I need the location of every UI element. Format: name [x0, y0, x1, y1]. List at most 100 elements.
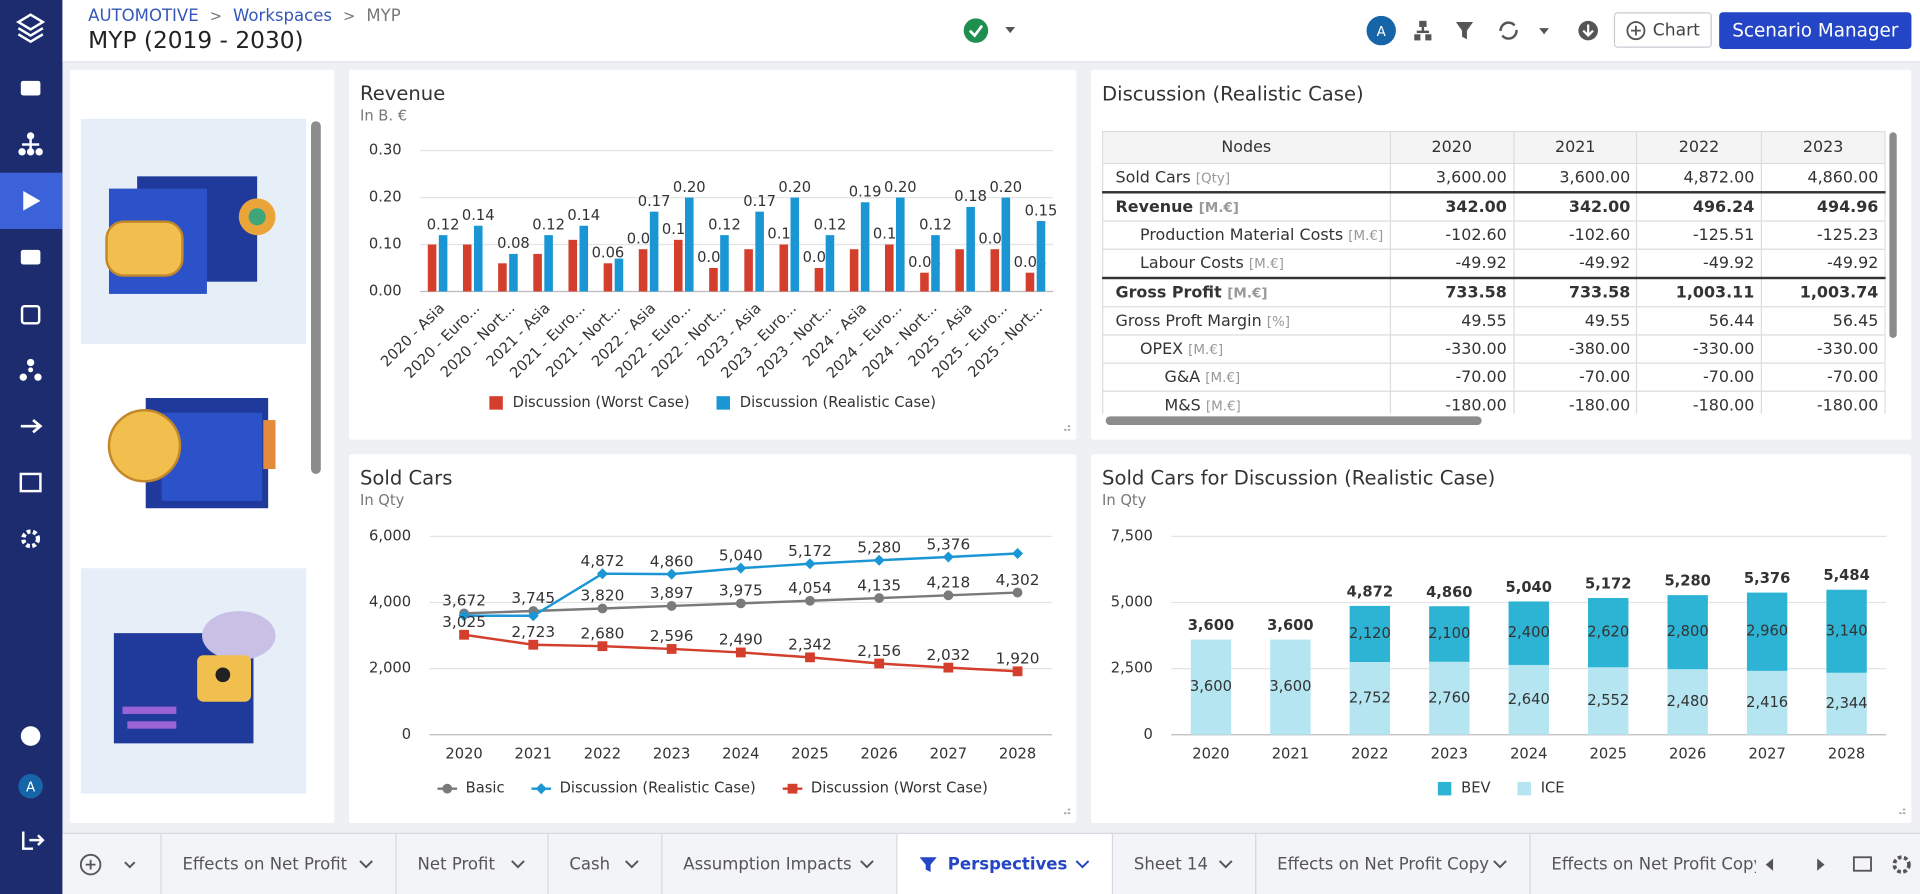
legend-swatch — [489, 396, 503, 410]
data-label: 2,760 — [1428, 689, 1470, 706]
data-label: 0.06 — [592, 245, 625, 262]
value-cell: 3,600.00 — [1512, 162, 1638, 193]
bar-segment — [1667, 669, 1708, 735]
y-tick-label: 0.30 — [369, 142, 402, 159]
settings-icon[interactable] — [1892, 855, 1911, 874]
tab[interactable]: Cash — [549, 833, 663, 894]
legend-marker — [787, 783, 798, 794]
data-label: 2,120 — [1349, 625, 1391, 642]
nav-icon[interactable] — [19, 472, 42, 493]
value-cell: -70.00 — [1760, 362, 1886, 392]
tab-label: Sheet 14 — [1133, 854, 1208, 875]
tab-caret[interactable] — [624, 857, 639, 872]
illustration-shape — [248, 208, 266, 226]
node-cell: Labour Costs [M.€] — [1102, 248, 1391, 279]
x-tick-label: 2028 — [999, 745, 1036, 762]
tab-caret[interactable] — [1493, 857, 1508, 872]
caret[interactable] — [1539, 28, 1549, 35]
tab-bar: Effects on Net Profit Net Profit Cash Assum… — [62, 832, 1920, 894]
revenue-panel: Revenue In B. €0.00 0.10 0.20 0.30 2020 - Asi… — [348, 69, 1077, 440]
scrollbar[interactable] — [311, 121, 321, 474]
add-tab[interactable] — [77, 851, 150, 878]
scroll-left[interactable] — [1765, 858, 1774, 871]
tab[interactable]: Effects on Net Profit Copy — [1531, 834, 1755, 894]
view-icon[interactable] — [1852, 856, 1872, 872]
tab[interactable]: Effects on Net Profit Copy — [1256, 833, 1531, 894]
tab[interactable]: Assumption Impacts — [662, 833, 898, 894]
help-icon[interactable] — [20, 726, 41, 746]
table-row: Sold Cars [Qty] 3,600.00 3,600.00 4,872.00 4… — [1102, 162, 1886, 193]
nav-icon[interactable] — [23, 191, 41, 211]
bar — [790, 197, 800, 292]
data-label: 4,054 — [788, 579, 832, 597]
legend-label: Discussion (Worst Case) — [811, 780, 988, 797]
data-label: 1,920 — [996, 650, 1040, 668]
logo[interactable] — [15, 13, 46, 44]
nav-icon[interactable] — [21, 529, 41, 549]
table-header-row: Nodes 2020 2021 2022 2023 — [1102, 131, 1886, 165]
total-label: 5,040 — [1506, 579, 1552, 596]
bar — [814, 267, 824, 292]
sidebar-icons: A — [0, 13, 63, 850]
nav-icon[interactable] — [20, 304, 41, 325]
x-tick-label: 2021 — [515, 745, 552, 762]
nav-icon[interactable] — [18, 132, 43, 156]
logout-icon[interactable] — [22, 831, 45, 850]
table-row: OPEX [M.€] -330.00 -380.00 -330.00 -330.00 — [1102, 334, 1886, 364]
data-label: 0.12 — [708, 216, 741, 233]
x-tick-label: 2020 — [1192, 745, 1229, 762]
caret[interactable] — [1005, 26, 1016, 34]
data-label: 3,600 — [1269, 678, 1311, 695]
nav-icon[interactable] — [20, 419, 43, 434]
breadcrumb-link[interactable]: Workspaces — [233, 6, 333, 26]
tab-caret[interactable] — [1075, 857, 1090, 872]
tab-label: Assumption Impacts — [683, 854, 852, 875]
chart-button[interactable]: Chart — [1613, 12, 1712, 48]
tab[interactable]: Perspectives — [897, 833, 1114, 894]
point — [527, 610, 539, 622]
value-cell: -49.92 — [1389, 248, 1515, 279]
bar-segment — [1588, 597, 1629, 668]
tab-caret[interactable] — [1218, 857, 1233, 872]
scenario-manager-button[interactable]: Scenario Manager — [1719, 12, 1912, 49]
data-label: 2,490 — [719, 631, 763, 649]
value-cell: 49.55 — [1389, 306, 1515, 336]
bar-segment — [1349, 661, 1391, 735]
node-name: OPEX — [1140, 339, 1184, 359]
table-row: Gross Profit [M.€] 733.58 733.58 1,003.11 1,… — [1102, 277, 1886, 308]
tab[interactable]: Effects on Net Profit — [162, 833, 397, 894]
tab-caret[interactable] — [860, 857, 875, 872]
scrollbar[interactable] — [1105, 416, 1482, 425]
toolbar-icons: A — [1366, 15, 1598, 46]
nav-icon[interactable] — [20, 80, 41, 96]
scroll-right[interactable] — [1817, 858, 1825, 871]
hierarchy-icon[interactable] — [1414, 20, 1432, 41]
nav-icon[interactable] — [19, 358, 42, 381]
value-cell: -49.92 — [1760, 248, 1886, 279]
filter-icon[interactable] — [1455, 22, 1474, 40]
user-avatar[interactable] — [1366, 15, 1396, 46]
data-label: 2,480 — [1667, 693, 1709, 710]
breadcrumb-link[interactable]: AUTOMOTIVE — [88, 6, 199, 26]
nav-icon[interactable] — [20, 249, 41, 265]
tab-caret[interactable] — [359, 857, 374, 872]
tab[interactable]: Sheet 14 — [1113, 833, 1257, 894]
legend-marker — [535, 783, 547, 795]
scrollbar[interactable] — [1889, 132, 1897, 339]
chart: Sold Cars In Qty 0 2,000 4,000 6,000 2020 2021 2… — [360, 466, 1071, 815]
bar — [614, 258, 624, 292]
breadcrumb: AUTOMOTIVE > Workspaces > MYP — [88, 6, 401, 26]
total-label: 4,872 — [1347, 583, 1393, 600]
y-tick-label: 2,500 — [1111, 660, 1153, 677]
bar — [849, 249, 859, 292]
refresh-icon[interactable] — [1499, 21, 1518, 40]
tab[interactable]: Net Profit — [397, 833, 549, 894]
bar — [931, 235, 940, 292]
point — [666, 601, 677, 611]
bar — [498, 263, 507, 292]
tab-caret[interactable] — [511, 857, 526, 872]
bar — [779, 244, 789, 292]
avatar[interactable] — [18, 773, 43, 799]
status[interactable] — [956, 12, 1029, 49]
data-label: 0.19 — [849, 183, 882, 200]
